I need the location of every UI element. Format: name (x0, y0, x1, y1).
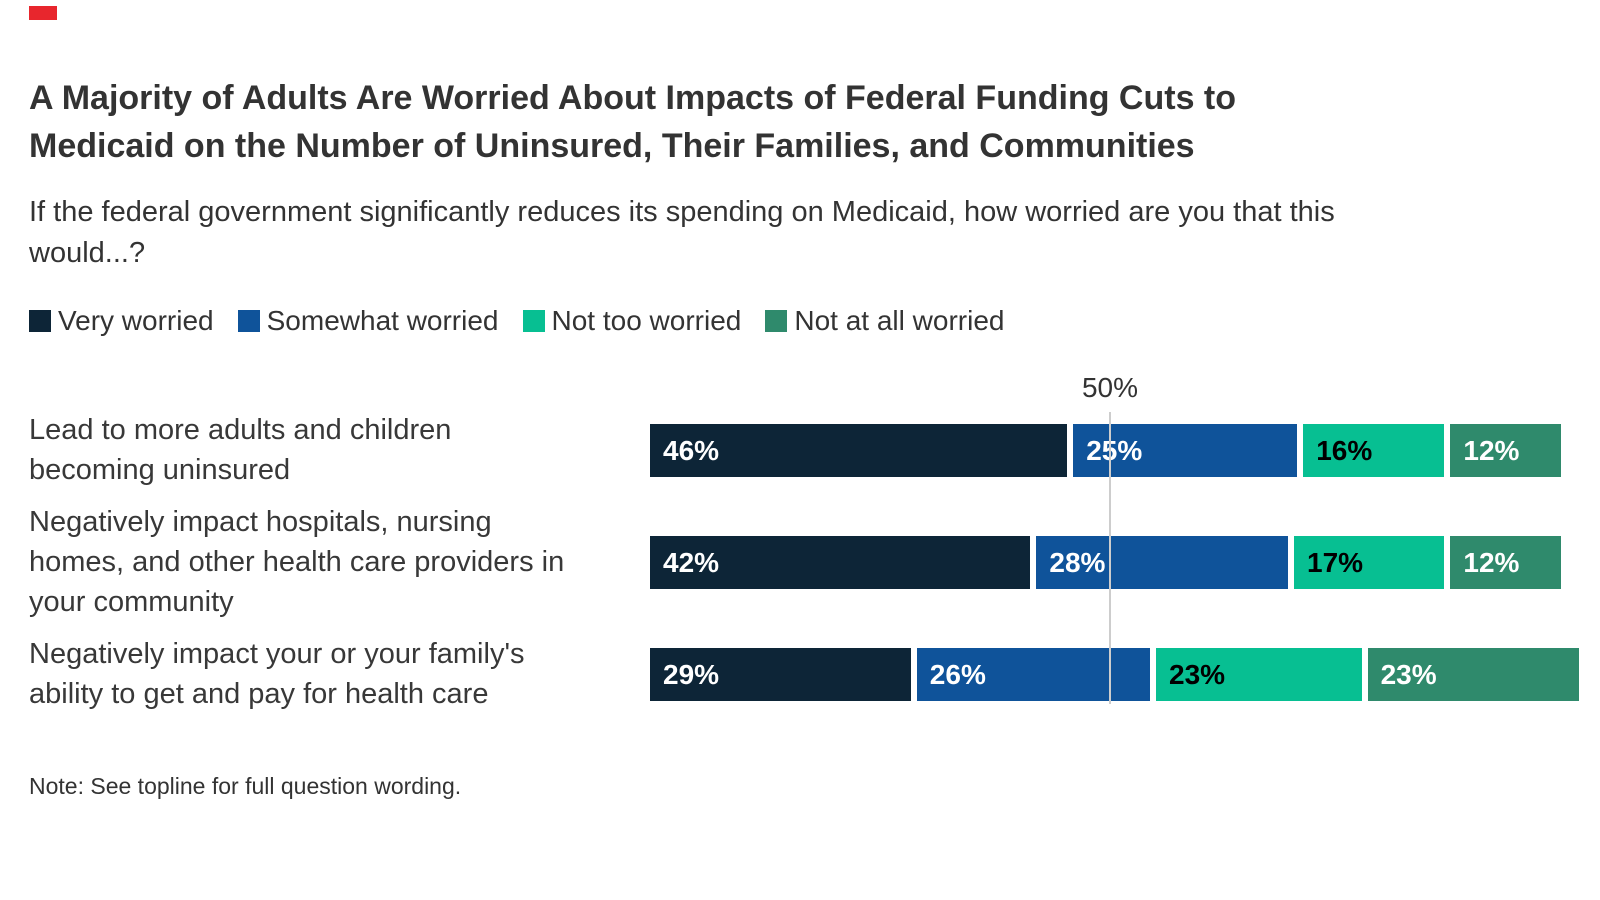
bar-value-label: 16% (1316, 435, 1373, 466)
legend-item: Very worried (29, 305, 214, 337)
bar-value-label: 25% (1086, 435, 1143, 466)
bar-value-label: 17% (1307, 547, 1364, 578)
bar-segment: 46% (650, 424, 1068, 477)
legend-item: Not too worried (522, 305, 742, 337)
axis-tick-label: 50% (1081, 372, 1139, 403)
bar-segment: 23% (1156, 648, 1362, 701)
legend-swatch (765, 310, 788, 332)
legend-item: Not at all worried (765, 305, 1004, 337)
bar-value-label: 12% (1463, 547, 1520, 578)
bar-segment: 28% (1036, 536, 1288, 589)
page-subtitle: If the federal government significantly … (29, 196, 1335, 269)
legend-swatch (522, 310, 545, 332)
category-label: Negatively impact your or your family's … (29, 638, 525, 710)
bar-value-label: 23% (1169, 659, 1226, 690)
bar-segment: 16% (1303, 424, 1445, 477)
category-label: Lead to more adults and children becomin… (29, 414, 452, 486)
bar-value-label: 42% (663, 547, 720, 578)
legend-swatch (237, 310, 260, 332)
bar-segment: 25% (1073, 424, 1298, 477)
category-label: Negatively impact hospitals, nursing hom… (29, 506, 565, 618)
bar-value-label: 46% (663, 435, 720, 466)
gridline-50 (1109, 412, 1111, 704)
legend-item-label: Not at all worried (794, 305, 1005, 336)
bar-segment: 17% (1294, 536, 1445, 589)
legend-item-label: Very worried (58, 305, 214, 336)
legend-swatch (29, 310, 51, 332)
legend-item-label: Somewhat worried (266, 305, 499, 336)
bar-segment: 29% (650, 648, 911, 701)
bar-value-label: 12% (1463, 435, 1520, 466)
bar-value-label: 26% (929, 659, 986, 690)
legend-item-label: Not too worried (551, 305, 742, 336)
bar-value-label: 28% (1049, 547, 1106, 578)
bar-segment: 26% (916, 648, 1150, 701)
brand-mark (29, 6, 57, 20)
bar-segment: 12% (1450, 424, 1561, 477)
bar-segment: 42% (650, 536, 1031, 589)
bar-value-label: 23% (1380, 659, 1437, 690)
legend-item: Somewhat worried (237, 305, 499, 337)
bar-segment: 12% (1450, 536, 1561, 589)
bar-segment: 23% (1367, 648, 1580, 701)
bar-value-label: 29% (663, 659, 720, 690)
page-title: A Majority of Adults Are Worried About I… (29, 79, 1237, 165)
legend: Very worried Somewhat worried Not too worr… (29, 305, 1004, 337)
note-text: Note: See topline for full question word… (29, 773, 462, 799)
